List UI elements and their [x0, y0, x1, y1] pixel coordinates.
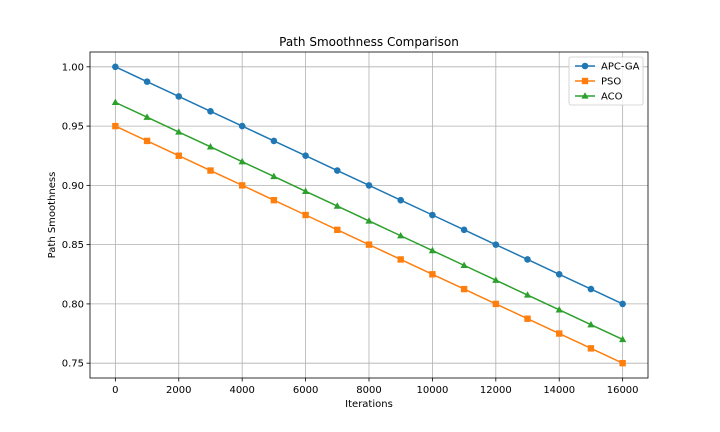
data-point-apc-ga: [333, 167, 341, 174]
data-point-apc-ga: [555, 270, 563, 278]
series-aco: [111, 98, 627, 343]
chart-title: Path Smoothness Comparison: [279, 35, 459, 49]
data-point-aco: [428, 246, 437, 254]
data-point-apc-ga: [270, 137, 278, 145]
x-tick-label: 10000: [417, 385, 449, 396]
data-point-apc-ga: [619, 300, 626, 308]
data-point-aco: [175, 128, 183, 135]
data-point-apc-ga: [302, 152, 309, 160]
data-point-pso: [524, 315, 531, 322]
data-point-aco: [587, 320, 595, 328]
legend-label: PSO: [601, 77, 621, 88]
data-point-aco: [333, 202, 341, 209]
series-layer: [111, 63, 627, 367]
legend-label: APC-GA: [601, 62, 640, 73]
series-apc-ga: [112, 63, 626, 308]
data-point-apc-ga: [524, 256, 531, 263]
x-axis: 0 2000 4000 6000 8000 10000 12000 14000 16000: [112, 378, 639, 396]
data-point-pso: [334, 226, 341, 234]
legend-marker: [581, 62, 589, 70]
data-point-aco: [397, 231, 405, 239]
data-point-apc-ga: [112, 63, 119, 71]
data-point-pso: [175, 152, 182, 159]
x-tick-label: 6000: [293, 385, 318, 396]
data-point-aco: [619, 335, 627, 343]
data-point-apc-ga: [238, 122, 246, 130]
data-point-pso: [207, 167, 214, 174]
x-tick-label: 8000: [356, 385, 381, 396]
data-point-pso: [238, 182, 246, 189]
data-point-pso: [619, 359, 626, 367]
data-point-pso: [302, 211, 309, 219]
x-tick-label: 16000: [607, 385, 639, 396]
data-point-aco: [238, 157, 246, 165]
y-tick-label: 0.80: [62, 299, 84, 310]
data-point-aco: [523, 291, 532, 298]
x-tick-label: 12000: [480, 385, 512, 396]
data-point-aco: [270, 172, 278, 180]
data-point-pso: [556, 330, 563, 337]
data-point-apc-ga: [175, 93, 183, 100]
data-point-aco: [492, 276, 500, 283]
legend-box: [568, 56, 644, 106]
x-tick-label: 0: [112, 385, 118, 396]
legend-marker: [581, 77, 589, 85]
y-tick-label: 0.90: [62, 181, 84, 192]
data-point-pso: [492, 300, 500, 308]
data-point-apc-ga: [587, 285, 595, 293]
series-pso: [112, 122, 626, 367]
data-point-aco: [301, 187, 310, 194]
data-point-pso: [270, 196, 278, 204]
data-point-apc-ga: [460, 226, 468, 234]
legend-marker: [581, 92, 589, 99]
grid: [90, 52, 648, 378]
data-point-apc-ga: [365, 182, 373, 189]
data-point-apc-ga: [207, 107, 214, 115]
data-point-pso: [397, 256, 404, 263]
data-point-pso: [587, 345, 595, 352]
data-point-pso: [460, 285, 468, 293]
legend-item-apc-ga: APC-GA: [575, 62, 640, 73]
legend-item-aco: ACO: [575, 92, 623, 103]
legend: APC-GA PSO ACO: [568, 56, 644, 106]
data-point-aco: [143, 113, 151, 120]
data-point-aco: [555, 306, 563, 313]
data-point-aco: [206, 143, 215, 150]
x-tick-label: 14000: [543, 385, 575, 396]
x-tick-label: 2000: [166, 385, 191, 396]
y-tick-label: 1.00: [62, 62, 84, 73]
y-axis: 0.75 0.80 0.85 0.90 0.95 1.00: [62, 62, 90, 370]
data-point-apc-ga: [143, 78, 151, 85]
y-tick-label: 0.95: [62, 122, 84, 133]
data-point-pso: [112, 122, 119, 130]
legend-item-pso: PSO: [575, 77, 621, 88]
data-point-aco: [365, 217, 373, 224]
data-point-aco: [460, 261, 468, 269]
x-axis-label: Iterations: [345, 399, 393, 410]
data-point-pso: [429, 271, 436, 278]
data-point-pso: [143, 137, 151, 145]
legend-label: ACO: [601, 92, 623, 103]
data-point-aco: [111, 98, 119, 106]
data-point-apc-ga: [492, 241, 500, 248]
x-tick-label: 4000: [229, 385, 254, 396]
y-tick-label: 0.75: [62, 359, 84, 370]
y-axis-label: Path Smoothness: [47, 172, 58, 259]
data-point-apc-ga: [429, 211, 436, 219]
data-point-pso: [365, 241, 373, 248]
y-tick-label: 0.85: [62, 240, 84, 251]
data-point-apc-ga: [397, 196, 405, 204]
